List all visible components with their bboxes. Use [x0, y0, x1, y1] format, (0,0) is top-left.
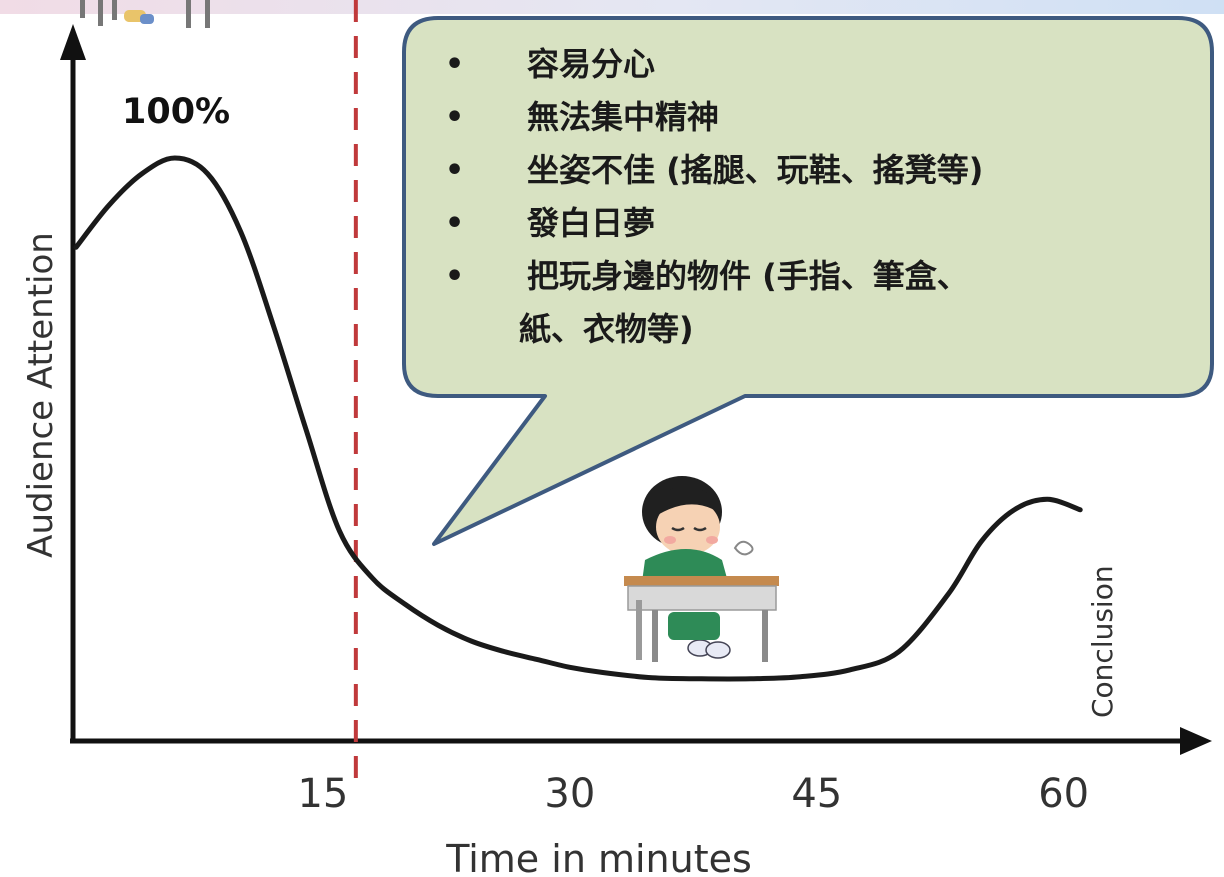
x-axis-arrow-icon [1180, 727, 1212, 755]
top-banner-strip [0, 0, 1224, 14]
x-tick-label-45: 45 [791, 771, 842, 817]
x-tick-label-15: 15 [297, 771, 348, 817]
x-tick-label-30: 30 [544, 771, 595, 817]
list-item-poor-posture: 坐姿不佳 (搖腿、玩鞋、搖凳等) [445, 144, 1205, 197]
student-illustration-top [80, 0, 210, 28]
list-item-fiddling-line-1: 把玩身邊的物件 (手指、筆盒、 [527, 257, 969, 295]
y-axis-arrow-icon [60, 24, 86, 60]
x-tick-labels: 15 30 45 60 [297, 771, 1089, 817]
y-axis-label: Audience Attention [21, 232, 61, 558]
list-item-fiddling-objects: 把玩身邊的物件 (手指、筆盒、 紙、衣物等) [445, 250, 1205, 356]
conclusion-label: Conclusion [1086, 565, 1119, 718]
x-tick-label-60: 60 [1038, 771, 1089, 817]
sleepy-student-illustration [624, 476, 779, 662]
list-item-cannot-concentrate: 無法集中精神 [445, 91, 1205, 144]
list-item-fiddling-line-2: 紙、衣物等) [519, 310, 694, 348]
distraction-signs-list: 容易分心 無法集中精神 坐姿不佳 (搖腿、玩鞋、搖凳等) 發白日夢 把玩身邊的物… [445, 38, 1205, 356]
x-axis-label: Time in minutes [445, 837, 752, 877]
peak-attention-label: 100% [122, 92, 231, 132]
list-item-daydreaming: 發白日夢 [445, 197, 1205, 250]
attention-curve [73, 155, 1083, 682]
list-item-easily-distracted: 容易分心 [445, 38, 1205, 91]
